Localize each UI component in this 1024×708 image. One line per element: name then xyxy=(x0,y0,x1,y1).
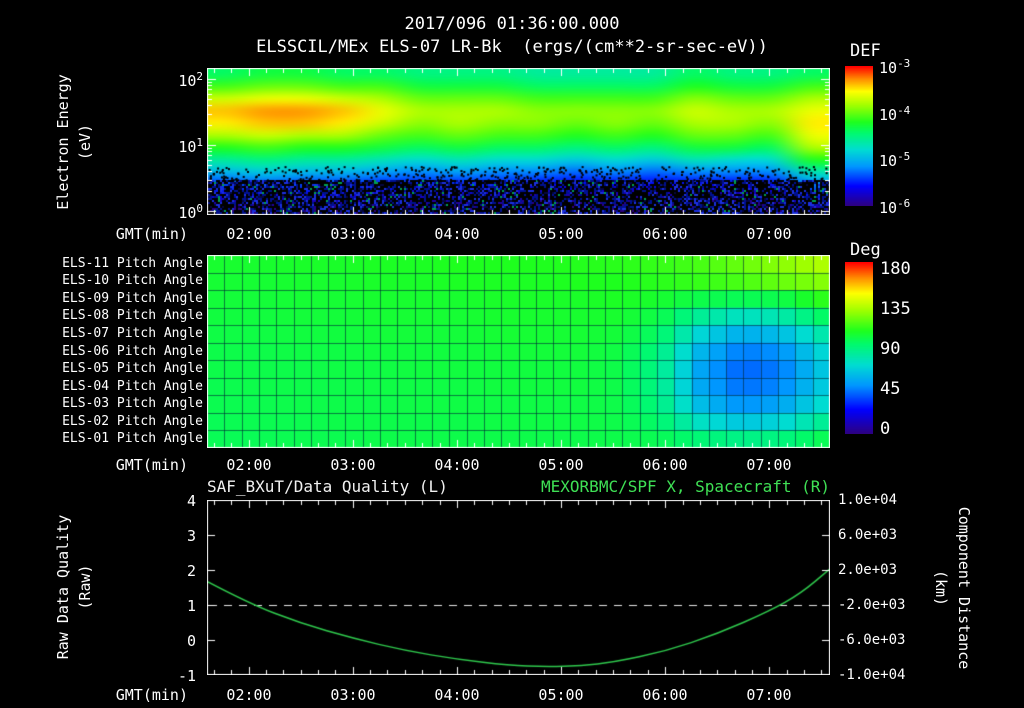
deg-colorbar-title: Deg xyxy=(850,240,881,260)
deg-tick-135: 135 xyxy=(880,299,911,319)
def-colorbar-title: DEF xyxy=(850,41,881,61)
right-tick-4: -6.0e+03 xyxy=(838,632,906,648)
gmt-label-2: GMT(min) xyxy=(115,456,188,474)
energy-tick-100: 102 xyxy=(178,70,203,90)
right-tick-0: 1.0e+04 xyxy=(838,492,898,508)
row-label-els08: ELS-08 Pitch Angle xyxy=(62,308,203,323)
time-tick-label: 05:00 xyxy=(538,686,584,704)
spectrogram-ylabel-units: (eV) xyxy=(76,123,94,161)
row-label-els01: ELS-01 Pitch Angle xyxy=(62,431,203,446)
def-tick-1: 10-4 xyxy=(879,104,911,124)
left-tick-1: 1 xyxy=(186,597,196,615)
def-tick-0: 10-3 xyxy=(879,57,911,77)
date-title: 2017/096 01:36:00.000 xyxy=(404,14,620,34)
right-tick-3: -2.0e+03 xyxy=(838,597,906,613)
time-tick-label: 02:00 xyxy=(226,456,272,474)
right-tick-1: 6.0e+03 xyxy=(838,527,898,543)
quality-position-plot xyxy=(207,500,830,675)
line-title-left: SAF_BXuT/Data Quality (L) xyxy=(207,477,448,496)
main-title: ELSSCIL/MEx ELS-07 LR-Bk (ergs/(cm**2-sr… xyxy=(256,37,768,57)
line-right-ylabel: Component Distance xyxy=(955,506,973,670)
row-label-els07: ELS-07 Pitch Angle xyxy=(62,326,203,341)
left-tick-2: 2 xyxy=(186,562,196,580)
deg-tick-45: 45 xyxy=(880,379,901,399)
gmt-label-1: GMT(min) xyxy=(115,225,188,243)
time-tick-label: 03:00 xyxy=(330,225,376,243)
left-tick-3: 3 xyxy=(186,527,196,545)
row-label-els11: ELS-11 Pitch Angle xyxy=(62,256,203,271)
time-tick-label: 07:00 xyxy=(746,456,792,474)
def-tick-3: 10-6 xyxy=(879,197,911,217)
left-tick-neg1: -1 xyxy=(177,667,196,685)
line-left-ylabel: Raw Data Quality xyxy=(54,514,72,660)
time-tick-label: 07:00 xyxy=(746,686,792,704)
time-tick-label: 06:00 xyxy=(642,225,688,243)
deg-colorbar xyxy=(845,262,873,434)
time-tick-label: 04:00 xyxy=(434,225,480,243)
def-tick-2: 10-5 xyxy=(879,150,911,170)
row-label-els05: ELS-05 Pitch Angle xyxy=(62,361,203,376)
energy-tick-1: 100 xyxy=(178,202,203,222)
time-tick-label: 02:00 xyxy=(226,225,272,243)
right-tick-2: 2.0e+03 xyxy=(838,562,898,578)
def-colorbar xyxy=(845,66,873,206)
time-tick-label: 07:00 xyxy=(746,225,792,243)
line-title-right: MEXORBMC/SPF X, Spacecraft (R) xyxy=(541,477,830,496)
deg-tick-180: 180 xyxy=(880,259,911,279)
electron-energy-spectrogram xyxy=(207,68,830,215)
spectrogram-ylabel: Electron Energy xyxy=(54,74,72,210)
left-tick-0: 0 xyxy=(186,632,196,650)
time-tick-label: 03:00 xyxy=(330,686,376,704)
time-tick-label: 02:00 xyxy=(226,686,272,704)
time-tick-label: 06:00 xyxy=(642,686,688,704)
row-label-els03: ELS-03 Pitch Angle xyxy=(62,396,203,411)
line-right-ylabel-units: (km) xyxy=(932,569,950,607)
time-tick-label: 03:00 xyxy=(330,456,376,474)
line-left-ylabel-units: (Raw) xyxy=(76,564,94,610)
deg-tick-90: 90 xyxy=(880,339,901,359)
row-label-els02: ELS-02 Pitch Angle xyxy=(62,414,203,429)
pitch-angle-heatmap xyxy=(207,255,830,448)
row-label-els10: ELS-10 Pitch Angle xyxy=(62,273,203,288)
row-label-els09: ELS-09 Pitch Angle xyxy=(62,291,203,306)
left-tick-4: 4 xyxy=(186,492,196,510)
time-tick-label: 04:00 xyxy=(434,686,480,704)
time-tick-label: 05:00 xyxy=(538,456,584,474)
gmt-label-3: GMT(min) xyxy=(115,686,188,704)
energy-tick-10: 101 xyxy=(178,136,203,156)
right-tick-5: -1.0e+04 xyxy=(838,667,906,683)
time-tick-label: 06:00 xyxy=(642,456,688,474)
deg-tick-0: 0 xyxy=(880,419,891,439)
row-label-els04: ELS-04 Pitch Angle xyxy=(62,379,203,394)
row-label-els06: ELS-06 Pitch Angle xyxy=(62,344,203,359)
time-tick-label: 04:00 xyxy=(434,456,480,474)
time-tick-label: 05:00 xyxy=(538,225,584,243)
